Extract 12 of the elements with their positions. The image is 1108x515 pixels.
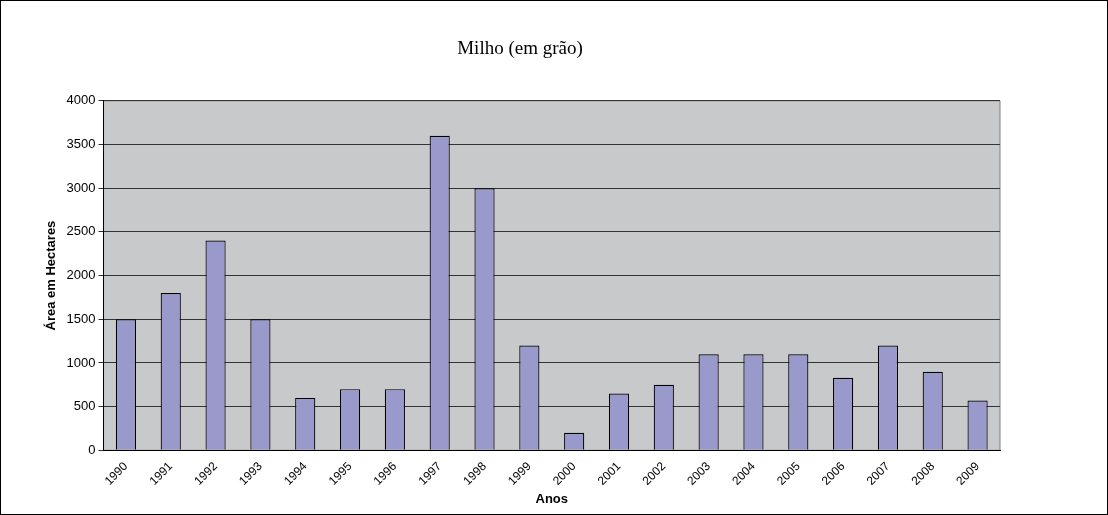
y-tick-label: 1500 (66, 310, 96, 326)
x-axis-title: Anos (535, 490, 569, 506)
y-tick-label: 500 (73, 398, 96, 414)
y-tick-label: 1000 (66, 354, 96, 370)
y-tick-label: 3000 (66, 179, 96, 195)
y-axis-title: Área em Hectares (43, 220, 59, 331)
y-tick-label: 3500 (66, 136, 96, 152)
y-tick-label: 4000 (66, 92, 96, 108)
y-tick-label: 2500 (66, 223, 96, 239)
y-tick-label: 2000 (66, 267, 96, 283)
chart-title: Milho (em grão) (457, 37, 583, 60)
y-tick-label: 0 (88, 441, 96, 457)
